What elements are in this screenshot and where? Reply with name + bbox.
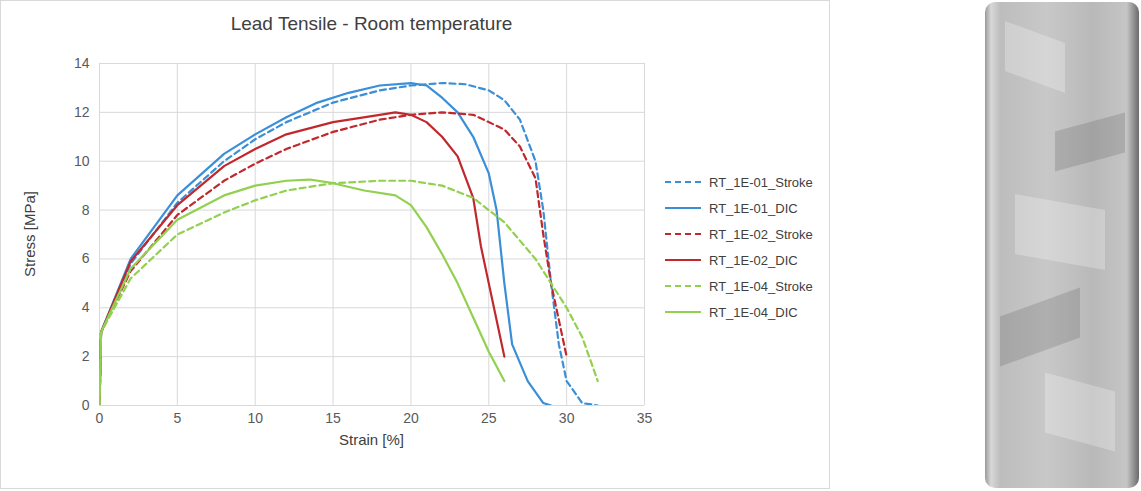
html-text:RT_1E-04_DIC: RT_1E-04_DIC [709, 304, 798, 320]
html-text:Lead Tensile - Room temperatur: Lead Tensile - Room temperature [230, 13, 513, 34]
html-text:Stress [MPa]: Stress [MPa] [20, 191, 38, 277]
svg-text:0: 0 [82, 397, 90, 413]
svg-text:0: 0 [96, 410, 104, 426]
svg-text:30: 30 [559, 410, 575, 426]
svg-text:5: 5 [173, 410, 181, 426]
svg-text:8: 8 [82, 202, 90, 218]
svg-text:14: 14 [74, 55, 90, 71]
html-text:Strain [%]: Strain [%] [339, 431, 404, 448]
html-text:RT_1E-02_Stroke: RT_1E-02_Stroke [709, 226, 813, 242]
svg-text:4: 4 [82, 299, 90, 315]
svg-text:10: 10 [74, 153, 90, 169]
html-text:RT_1E-04_Stroke: RT_1E-04_Stroke [709, 278, 813, 294]
svg-text:6: 6 [82, 250, 90, 266]
svg-text:20: 20 [403, 410, 419, 426]
html-text:RT_1E-01_Stroke: RT_1E-01_Stroke [709, 174, 813, 190]
html-text:RT_1E-02_DIC: RT_1E-02_DIC [709, 252, 798, 268]
svg-text:2: 2 [82, 348, 90, 364]
svg-text:35: 35 [637, 410, 653, 426]
html-text:RT_1E-01_DIC: RT_1E-01_DIC [709, 200, 798, 216]
svg-text:10: 10 [247, 410, 263, 426]
svg-text:25: 25 [481, 410, 497, 426]
svg-text:12: 12 [74, 104, 90, 120]
svg-text:15: 15 [325, 410, 341, 426]
